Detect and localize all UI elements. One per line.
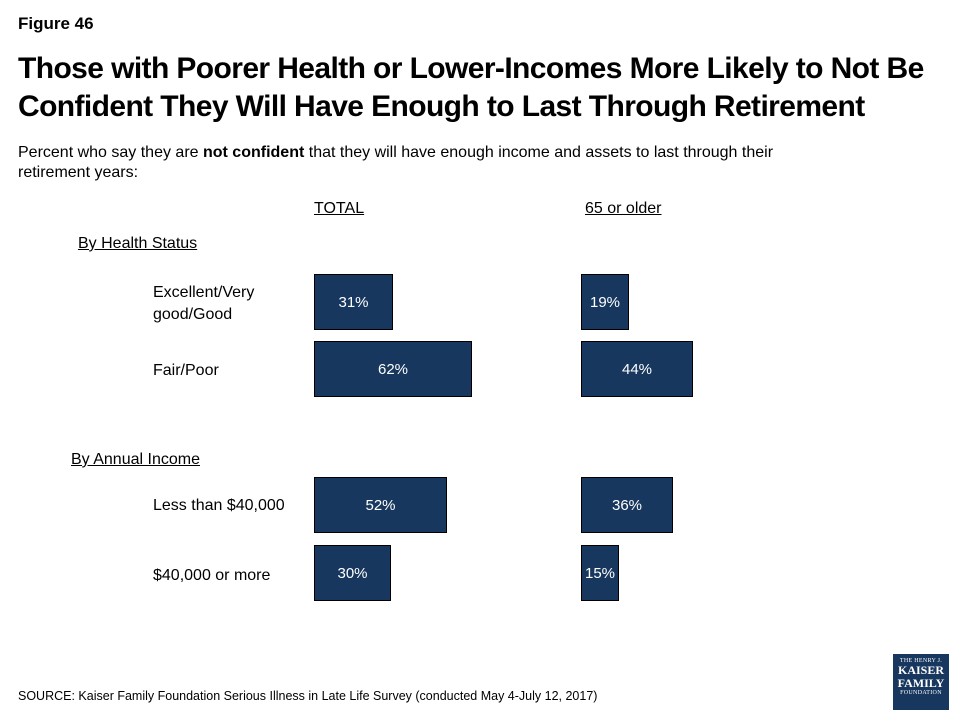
bar-65-or-older: 44% <box>581 341 693 397</box>
category-label: Excellent/Very good/Good <box>153 284 255 323</box>
bar-data-label: 31% <box>338 293 369 311</box>
bar-65-or-older: 36% <box>581 477 673 533</box>
category-label: $40,000 or more <box>153 567 271 584</box>
column-header-total: TOTAL <box>314 200 365 217</box>
bar-data-label: 52% <box>365 496 396 514</box>
bar-65-or-older: 19% <box>581 274 629 330</box>
category-label: Fair/Poor <box>153 362 219 379</box>
bar-data-label: 15% <box>584 564 616 582</box>
category-label: Less than $40,000 <box>153 497 285 514</box>
bar-data-label: 19% <box>589 293 621 311</box>
subtitle-text-bold: not confident <box>202 144 305 161</box>
bar-total: 31% <box>314 274 393 330</box>
subtitle-text-post: that they will have enough income and as… <box>18 144 774 181</box>
chart-title: Those with Poorer Health or Lower-Income… <box>18 52 924 123</box>
logo-line: THE HENRY J. <box>899 658 943 664</box>
bar-total: 62% <box>314 341 472 397</box>
bar-data-label: 30% <box>337 564 368 582</box>
bar-total: 30% <box>314 545 391 601</box>
group-header-health: By Health Status <box>78 235 198 252</box>
logo-line: FAMILY <box>897 676 945 690</box>
bar-data-label: 44% <box>621 360 653 378</box>
kff-logo: THE HENRY J. KAISER FAMILY FOUNDATION <box>893 654 949 710</box>
bar-data-label: 36% <box>611 496 643 514</box>
source-note: SOURCE: Kaiser Family Foundation Serious… <box>18 689 598 703</box>
column-header-65-or-older: 65 or older <box>585 200 662 217</box>
bar-total: 52% <box>314 477 447 533</box>
bar-data-label: 62% <box>377 360 409 378</box>
logo-line: KAISER <box>897 663 944 677</box>
logo-line: FOUNDATION <box>900 690 942 696</box>
chart-subtitle: Percent who say they are not confident t… <box>18 143 838 183</box>
group-header-income: By Annual Income <box>71 451 200 468</box>
bar-65-or-older: 15% <box>581 545 619 601</box>
subtitle-text-pre: Percent who say they are <box>18 144 203 161</box>
figure-label: Figure 46 <box>18 14 94 33</box>
